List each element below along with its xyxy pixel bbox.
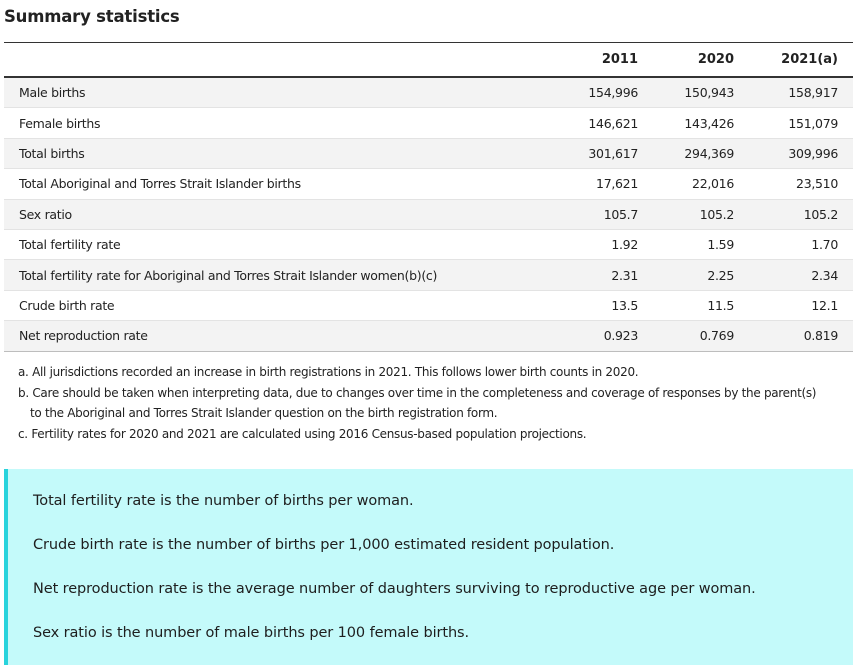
cell-2021: 158,917 — [734, 77, 838, 109]
cell-2011: 105.7 — [522, 199, 638, 230]
page-title: Summary statistics — [4, 7, 180, 26]
table-row: Male births 154,996 150,943 158,917 — [4, 77, 853, 109]
table-row: Total fertility rate 1.92 1.59 1.70 — [4, 229, 853, 261]
row-label: Total fertility rate — [4, 229, 522, 261]
row-label: Total fertility rate for Aboriginal and … — [4, 259, 522, 291]
footnote-c: c. Fertility rates for 2020 and 2021 are… — [18, 426, 587, 441]
footnote-b-continued: to the Aboriginal and Torres Strait Isla… — [30, 406, 498, 420]
table-row: Total births 301,617 294,369 309,996 — [4, 138, 853, 170]
footnote-a: a. All jurisdictions recorded an increas… — [18, 365, 639, 379]
cell-2021: 309,996 — [734, 138, 838, 170]
cell-2020: 0.769 — [638, 320, 734, 352]
footnotes: a. All jurisdictions recorded an increas… — [18, 362, 848, 444]
table-row: Crude birth rate 13.5 11.5 12.1 — [4, 290, 853, 322]
header-2020: 2020 — [638, 42, 734, 78]
row-label: Crude birth rate — [4, 290, 522, 322]
cell-2020: 150,943 — [638, 77, 734, 109]
cell-2020: 22,016 — [638, 168, 734, 200]
cell-2021: 23,510 — [734, 168, 838, 200]
cell-2020: 105.2 — [638, 199, 734, 230]
cell-2021: 0.819 — [734, 320, 838, 352]
row-label: Sex ratio — [4, 199, 522, 230]
cell-2011: 154,996 — [522, 77, 638, 109]
cell-2021: 151,079 — [734, 107, 838, 139]
table-header-row: 2011 2020 2021(a) — [4, 42, 853, 78]
header-spacer — [838, 42, 853, 78]
cell-2021: 1.70 — [734, 229, 838, 261]
table-row: Total fertility rate for Aboriginal and … — [4, 259, 853, 291]
cell-2020: 11.5 — [638, 290, 734, 322]
definition-crude-birth-rate: Crude birth rate is the number of births… — [33, 537, 615, 553]
definition-net-reproduction-rate: Net reproduction rate is the average num… — [33, 581, 756, 597]
cell-2021: 12.1 — [734, 290, 838, 322]
row-label: Female births — [4, 107, 522, 139]
cell-2011: 146,621 — [522, 107, 638, 139]
row-label: Net reproduction rate — [4, 320, 522, 352]
cell-2020: 294,369 — [638, 138, 734, 170]
definition-total-fertility-rate: Total fertility rate is the number of bi… — [33, 493, 414, 509]
summary-statistics-table: 2011 2020 2021(a) Male births 154,996 15… — [4, 42, 853, 352]
header-label-column — [4, 42, 522, 78]
table-row: Net reproduction rate 0.923 0.769 0.819 — [4, 320, 853, 352]
cell-2020: 1.59 — [638, 229, 734, 261]
definitions-callout: Total fertility rate is the number of bi… — [4, 469, 853, 665]
cell-2020: 2.25 — [638, 259, 734, 291]
cell-2021: 105.2 — [734, 199, 838, 230]
cell-2011: 1.92 — [522, 229, 638, 261]
header-2011: 2011 — [522, 42, 638, 78]
footnote-b: b. Care should be taken when interpretin… — [18, 385, 817, 400]
cell-2011: 0.923 — [522, 320, 638, 352]
table-row: Sex ratio 105.7 105.2 105.2 — [4, 199, 853, 230]
definition-sex-ratio: Sex ratio is the number of male births p… — [33, 625, 469, 641]
cell-2020: 143,426 — [638, 107, 734, 139]
cell-2011: 301,617 — [522, 138, 638, 170]
cell-2011: 13.5 — [522, 290, 638, 322]
summary-table-container: 2011 2020 2021(a) Male births 154,996 15… — [4, 42, 853, 352]
cell-2021: 2.34 — [734, 259, 838, 291]
table-row: Female births 146,621 143,426 151,079 — [4, 107, 853, 139]
cell-2011: 2.31 — [522, 259, 638, 291]
row-label: Total Aboriginal and Torres Strait Islan… — [4, 168, 522, 200]
table-row: Total Aboriginal and Torres Strait Islan… — [4, 168, 853, 200]
row-label: Male births — [4, 77, 522, 109]
row-label: Total births — [4, 138, 522, 170]
cell-2011: 17,621 — [522, 168, 638, 200]
header-2021a: 2021(a) — [734, 42, 838, 78]
